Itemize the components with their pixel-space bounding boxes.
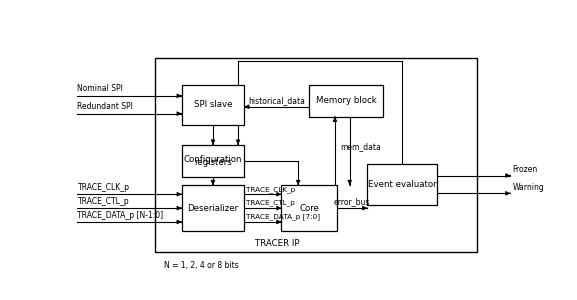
Text: Warning: Warning [512, 183, 544, 192]
Text: registers: registers [194, 158, 232, 167]
Text: TRACE_CTL_p: TRACE_CTL_p [77, 197, 129, 206]
Text: TRACE_CLK_p: TRACE_CLK_p [246, 186, 295, 193]
Text: TRACE_CLK_p: TRACE_CLK_p [77, 183, 129, 192]
Text: TRACER IP: TRACER IP [255, 239, 299, 248]
Bar [309, 85, 383, 117]
Text: Redundant SPI: Redundant SPI [77, 102, 133, 111]
Text: historical_data: historical_data [248, 96, 305, 105]
Bar [368, 164, 437, 205]
Bar [182, 85, 244, 125]
Text: TRACE_DATA_p [7:0]: TRACE_DATA_p [7:0] [246, 214, 320, 220]
Text: Memory block: Memory block [316, 96, 376, 105]
Text: Deserializer: Deserializer [188, 204, 238, 213]
Text: mem_data: mem_data [340, 142, 381, 151]
Text: TRACE_CTL_p: TRACE_CTL_p [246, 200, 294, 206]
Text: Event evaluator: Event evaluator [368, 180, 436, 189]
Text: Configuration: Configuration [183, 155, 242, 164]
Text: Frozen: Frozen [512, 165, 538, 174]
Text: error_bus: error_bus [334, 197, 370, 206]
Text: SPI slave: SPI slave [194, 100, 232, 109]
Text: Nominal SPI: Nominal SPI [77, 84, 123, 93]
Text: N = 1, 2, 4 or 8 bits: N = 1, 2, 4 or 8 bits [164, 261, 238, 270]
Text: TRACE_DATA_p [N-1:0]: TRACE_DATA_p [N-1:0] [77, 211, 164, 220]
Bar [182, 145, 244, 177]
Bar [182, 185, 244, 231]
Bar [155, 58, 477, 252]
Text: Core: Core [299, 204, 319, 213]
Bar [282, 185, 338, 231]
